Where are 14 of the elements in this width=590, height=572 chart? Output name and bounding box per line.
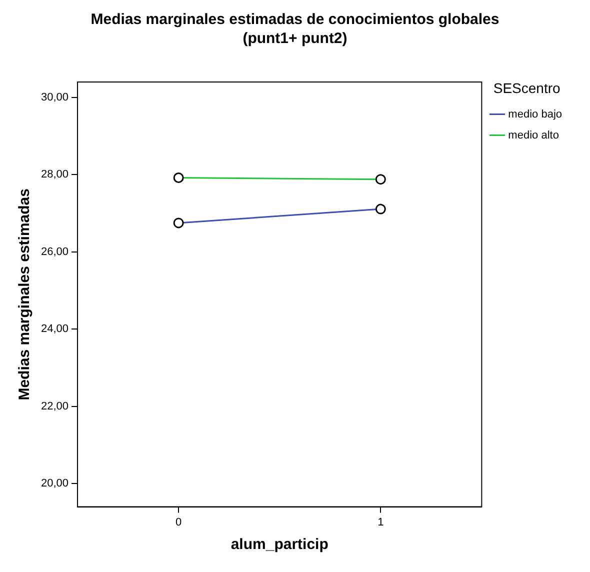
y-tick-label: 24,00 <box>40 323 69 336</box>
y-axis-title: Medias marginales estimadas <box>16 188 34 400</box>
y-tick-label: 20,00 <box>40 478 69 490</box>
legend-label: medio alto <box>508 129 559 142</box>
x-axis-title: alum_particip <box>230 536 328 554</box>
y-tick-label: 30,00 <box>40 91 69 104</box>
x-tick-label: 0 <box>176 516 182 528</box>
legend-title: SEScentro <box>493 80 561 96</box>
legend-label: medio bajo <box>508 108 562 120</box>
chart-title: Medias marginales estimadas de conocimientos globales (punt1+ punt2) <box>90 10 500 49</box>
y-tick-label: 26,00 <box>40 246 69 258</box>
y-tick-label: 28,00 <box>40 168 69 181</box>
y-tick-label: 22,00 <box>40 400 69 412</box>
x-tick-label: 1 <box>378 516 384 528</box>
